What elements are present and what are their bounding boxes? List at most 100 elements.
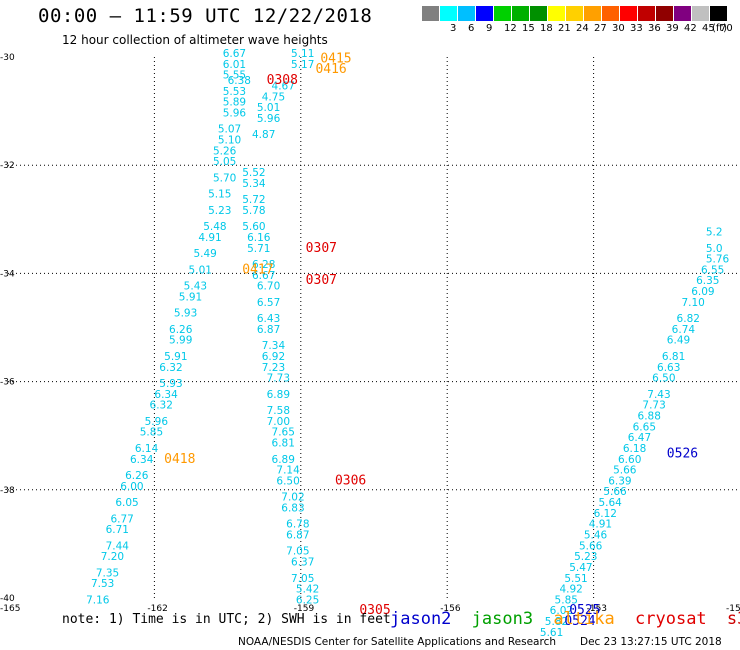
legend-swatch: [476, 6, 493, 21]
wave-height-value: 6.35: [696, 275, 719, 287]
wave-height-value: 5.82: [545, 616, 568, 628]
wave-height-value: 6.55: [701, 264, 724, 276]
wave-height-value: 6.37: [291, 557, 314, 569]
wave-height-value: 4.75: [262, 91, 285, 103]
pass-time-label: 0307: [306, 241, 337, 256]
lon-tick-label: -153: [587, 604, 607, 614]
legend-label: 36: [648, 23, 661, 34]
pass-time-label: 0307: [306, 273, 337, 288]
wave-height-value: 5.93: [159, 378, 182, 390]
legend-label: 9: [486, 23, 493, 34]
wave-height-value: 6.28: [252, 259, 275, 271]
wave-height-value: 5.66: [613, 465, 637, 477]
wave-height-value: 6.05: [115, 497, 138, 509]
wave-height-value: 5.66: [603, 486, 627, 498]
legend-swatch: [566, 6, 583, 21]
lat-tick-label: -30: [0, 53, 15, 63]
lon-tick-label: -162: [147, 604, 167, 614]
satellite-legend: jason2 jason3 altika cryosat s3a: [390, 609, 740, 629]
wave-height-value: 6.89: [272, 454, 295, 466]
satellite-altika: altika: [553, 609, 615, 629]
pass-time-label: 0417: [242, 262, 273, 277]
wave-height-value: 5.17: [291, 59, 314, 71]
wave-height-value: 5.05: [213, 156, 236, 168]
wave-height-value: 6.34: [154, 389, 178, 401]
wave-height-value: 6.18: [623, 443, 646, 455]
wave-height-value: 7.58: [267, 405, 290, 417]
legend-label: 3: [450, 23, 457, 34]
pass-time-label: 0308: [267, 73, 298, 88]
wave-height-value: 6.34: [130, 454, 154, 466]
wave-height-value: 5.89: [223, 97, 246, 109]
legend-label: 21: [558, 23, 571, 34]
wave-height-value: 4.91: [198, 232, 221, 244]
legend-swatch: [494, 6, 511, 21]
wave-height-value: 6.67: [252, 270, 275, 282]
legend-swatch: [602, 6, 619, 21]
lon-tick-label: -165: [0, 604, 20, 614]
lat-tick-label: -34: [0, 269, 15, 279]
pass-time-label: 0418: [164, 452, 195, 467]
wave-height-value: 5.43: [184, 281, 207, 293]
credit-line: NOAA/NESDIS Center for Satellite Applica…: [238, 636, 556, 648]
wave-height-value: 6.26: [125, 470, 149, 482]
wave-height-value: 6.71: [106, 524, 129, 536]
wave-height-value: 5.96: [145, 416, 169, 428]
lat-tick-label: -38: [0, 486, 15, 496]
wave-height-value: 6.00: [120, 481, 143, 493]
wave-height-value: 6.82: [677, 313, 700, 325]
wave-height-value: 7.00: [267, 416, 290, 428]
legend-swatch: [710, 6, 727, 21]
satellite-jason2: jason2: [390, 609, 452, 629]
wave-height-value: 5.52: [242, 167, 265, 179]
legend-swatch: [584, 6, 601, 21]
pass-time-label: 0306: [335, 473, 366, 488]
wave-height-value: 5.46: [584, 529, 608, 541]
wave-height-value: 7.43: [647, 389, 670, 401]
wave-height-value: 5.23: [574, 551, 597, 563]
pass-time-label: 0524: [564, 614, 595, 629]
wave-height-value: 5.99: [169, 335, 192, 347]
wave-height-value: 5.91: [164, 351, 187, 363]
wave-height-value: 5.71: [247, 243, 270, 255]
legend-label: 30: [612, 23, 625, 34]
legend-label: 18: [540, 23, 553, 34]
wave-height-value: 5.07: [218, 124, 241, 136]
wave-height-value: 5.26: [213, 145, 237, 157]
legend-swatch: [674, 6, 691, 21]
wave-height-value: 5.96: [223, 108, 247, 120]
wave-height-value: 6.87: [286, 529, 309, 541]
wave-height-value: 6.50: [652, 373, 675, 385]
legend-unit: (ft): [712, 23, 728, 34]
wave-height-value: 6.02: [550, 605, 573, 617]
pass-time-label: 0526: [667, 446, 698, 461]
wave-height-value: 4.92: [559, 584, 582, 596]
wave-height-value: 6.01: [223, 59, 246, 71]
wave-height-value: 6.16: [247, 232, 271, 244]
wave-height-value: 5.51: [564, 573, 587, 585]
legend-swatch: [620, 6, 637, 21]
legend-label: 45: [702, 23, 715, 34]
wave-height-value: 5.78: [242, 205, 265, 217]
lon-tick-label: -15: [726, 604, 740, 614]
legend-swatch: [530, 6, 547, 21]
wave-height-value: 4.67: [272, 80, 295, 92]
legend-label: 12: [504, 23, 517, 34]
wave-height-value: 6.49: [667, 335, 690, 347]
wave-height-value: 6.38: [228, 75, 251, 87]
wave-height-value: 5.2: [706, 227, 723, 239]
legend-swatch: [656, 6, 673, 21]
wave-height-value: 6.09: [691, 286, 714, 298]
wave-height-value: 6.70: [257, 281, 280, 293]
wave-height-value: 5.42: [296, 584, 319, 596]
legend-label: 6: [468, 23, 475, 34]
wave-height-value: 5.55: [223, 70, 246, 82]
wave-height-value: 7.02: [281, 492, 304, 504]
wave-height-value: 7.10: [681, 297, 704, 309]
lat-tick-label: -40: [0, 594, 15, 604]
wave-height-value: 5.72: [242, 194, 265, 206]
wave-height-value: 7.65: [272, 427, 295, 439]
wave-height-value: 6.77: [110, 513, 133, 525]
wave-height-value: 5.53: [223, 86, 246, 98]
